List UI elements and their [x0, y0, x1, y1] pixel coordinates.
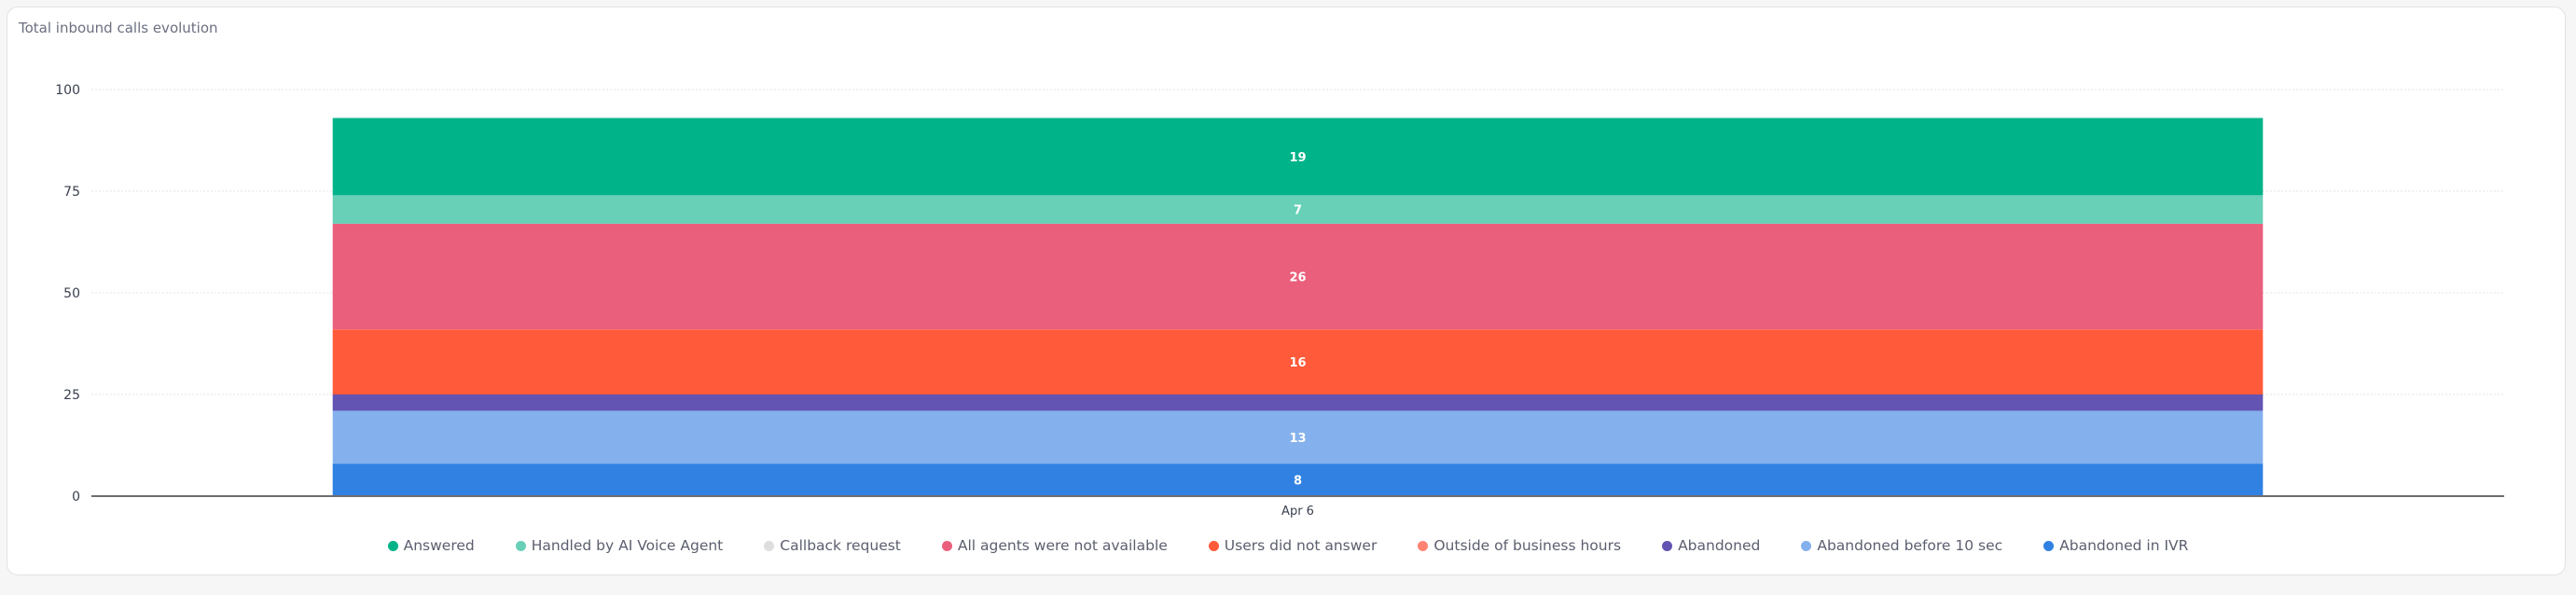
- legend-label: Callback request: [780, 537, 901, 554]
- legend-item[interactable]: Callback request: [764, 537, 901, 554]
- legend-dot-icon: [764, 540, 775, 551]
- legend-label: Abandoned before 10 sec: [1817, 537, 2003, 554]
- legend-label: Handled by AI Voice Agent: [531, 537, 724, 554]
- bar-segment-abandoned-before-10-sec: [332, 410, 2264, 464]
- legend-label: Answered: [403, 537, 475, 554]
- legend: Answered Handled by AI Voice Agent Callbac…: [0, 537, 2576, 554]
- legend-item[interactable]: Abandoned in IVR: [2043, 537, 2188, 554]
- legend-dot-icon: [1418, 540, 1429, 551]
- y-tick-label: 100: [55, 83, 80, 98]
- bar-segment-abandoned-in-ivr: [332, 464, 2264, 496]
- legend-label: All agents were not available: [957, 537, 1168, 554]
- legend-dot-icon: [515, 540, 526, 551]
- legend-item[interactable]: Abandoned: [1662, 537, 1760, 554]
- bar-segment-handled-by-ai-voice-agent: [332, 195, 2264, 224]
- legend-label: Abandoned: [1678, 537, 1761, 554]
- bar-segment-abandoned: [332, 394, 2264, 411]
- data-label: 26: [1289, 271, 1306, 285]
- legend-item[interactable]: All agents were not available: [941, 537, 1168, 554]
- chart-title: Total inbound calls evolution: [19, 20, 218, 36]
- legend-dot-icon: [941, 540, 952, 551]
- legend-label: Outside of business hours: [1433, 537, 1622, 554]
- y-tick-label: 75: [63, 185, 80, 200]
- legend-dot-icon: [2043, 540, 2055, 551]
- data-label: 8: [1294, 475, 1302, 489]
- y-tick-label: 25: [63, 388, 80, 403]
- legend-dot-icon: [1208, 540, 1219, 551]
- legend-dot-icon: [1801, 540, 1812, 551]
- legend-item[interactable]: Users did not answer: [1208, 537, 1378, 554]
- data-label: 7: [1294, 204, 1302, 218]
- legend-label: Abandoned in IVR: [2059, 537, 2189, 554]
- y-tick-label: 50: [63, 286, 80, 301]
- legend-item[interactable]: Outside of business hours: [1418, 537, 1621, 554]
- x-tick-label: Apr 6: [1281, 505, 1314, 519]
- legend-item[interactable]: Handled by AI Voice Agent: [515, 537, 724, 554]
- bar-segment-all-agents-were-not-available: [332, 223, 2264, 330]
- legend-dot-icon: [387, 540, 398, 551]
- data-label: 19: [1289, 151, 1306, 165]
- data-label: 13: [1289, 432, 1306, 446]
- bar-segment-answered: [332, 118, 2264, 196]
- legend-item[interactable]: Answered: [387, 537, 475, 554]
- bar-segment-users-did-not-answer: [332, 329, 2264, 394]
- data-label: 16: [1289, 356, 1306, 370]
- y-tick-label: 0: [72, 490, 80, 505]
- legend-item[interactable]: Abandoned before 10 sec: [1801, 537, 2002, 554]
- legend-dot-icon: [1662, 540, 1673, 551]
- legend-label: Users did not answer: [1224, 537, 1378, 554]
